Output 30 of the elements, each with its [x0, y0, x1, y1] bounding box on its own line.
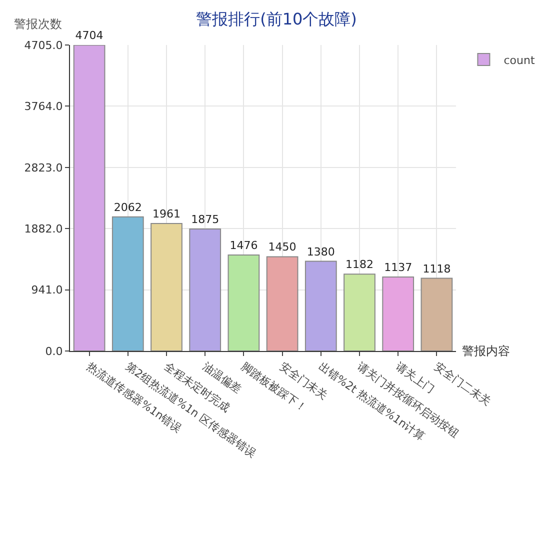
bar: [382, 276, 414, 351]
y-tick-label: 1882.0: [24, 222, 63, 236]
y-axis-title: 警报次数: [14, 17, 62, 31]
data-label: 1875: [191, 213, 220, 226]
y-tick-label: 0.0: [45, 344, 63, 358]
y-tick-label: 941.0: [31, 284, 63, 297]
chart-title: 警报排行(前10个故障): [196, 10, 357, 29]
data-label: 2062: [114, 200, 142, 214]
bar: [266, 256, 298, 351]
data-label: 1118: [422, 262, 451, 276]
y-tick-label: 3764.0: [24, 100, 63, 114]
data-label: 1450: [268, 240, 296, 254]
y-tick-label: 4705.0: [24, 38, 63, 52]
data-label: 1137: [384, 261, 412, 274]
bar: [420, 278, 453, 351]
data-label: 1476: [230, 239, 258, 252]
bar: [73, 45, 106, 351]
data-label: 1380: [306, 245, 335, 258]
y-tick-label: 2823.0: [24, 161, 63, 174]
legend-label: count: [504, 54, 536, 67]
bar: [189, 228, 222, 351]
bar: [344, 274, 376, 351]
bar: [112, 216, 144, 351]
x-axis-title: 警报内容: [462, 344, 510, 358]
data-label: 4704: [75, 29, 104, 42]
bar: [228, 254, 260, 351]
data-label: 1961: [152, 207, 180, 220]
bar: [304, 260, 337, 351]
bar: [150, 222, 182, 351]
data-label: 1182: [346, 258, 374, 272]
